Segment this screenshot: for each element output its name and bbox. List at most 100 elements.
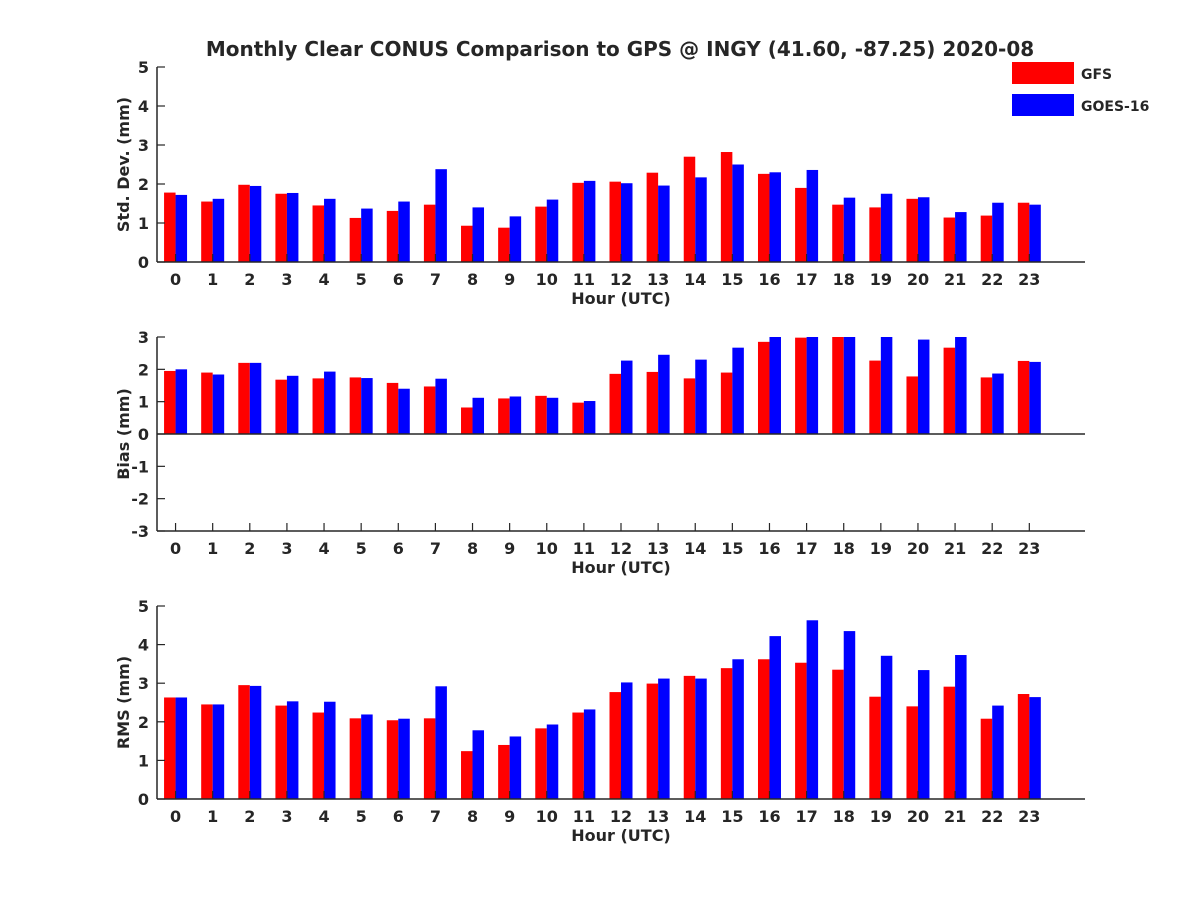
x-tick-label: 17 — [795, 539, 817, 558]
y-tick-label: -1 — [131, 457, 149, 476]
bar-bias-goes16-2 — [249, 362, 262, 434]
bar-bias-goes16-20 — [917, 339, 930, 434]
bar-rms-goes16-7 — [435, 686, 447, 799]
bar-stddev-gfs-13 — [646, 172, 659, 262]
bar-rms-gfs-21 — [943, 686, 956, 799]
bar-stddev-gfs-15 — [720, 152, 733, 262]
bar-rms-gfs-14 — [683, 675, 696, 799]
bar-bias-gfs-18 — [832, 337, 844, 434]
y-tick-label: 2 — [138, 713, 149, 732]
x-tick-label: 19 — [870, 270, 892, 289]
x-tick-label: 16 — [758, 270, 780, 289]
bar-bias-goes16-17 — [806, 337, 819, 434]
bar-bias-gfs-17 — [795, 337, 807, 434]
x-tick-label: 23 — [1018, 270, 1040, 289]
bar-rms-goes16-6 — [398, 718, 410, 799]
x-tick-label: 16 — [758, 539, 780, 558]
bar-bias-goes16-15 — [732, 347, 744, 434]
bar-stddev-gfs-23 — [1017, 202, 1030, 262]
x-tick-label: 7 — [430, 807, 441, 826]
bar-bias-goes16-8 — [472, 397, 485, 434]
y-tick-label: -2 — [131, 490, 149, 509]
bar-stddev-gfs-18 — [832, 204, 844, 262]
bar-bias-goes16-18 — [843, 337, 856, 434]
bar-stddev-gfs-2 — [238, 184, 250, 262]
bar-bias-gfs-16 — [757, 341, 770, 434]
bar-stddev-goes16-0 — [175, 194, 188, 262]
x-tick-label: 21 — [944, 539, 966, 558]
bar-rms-gfs-16 — [757, 659, 770, 799]
bar-stddev-gfs-9 — [498, 227, 510, 262]
bar-stddev-goes16-16 — [769, 172, 781, 262]
bar-rms-gfs-12 — [609, 692, 621, 799]
bar-rms-gfs-11 — [572, 712, 584, 799]
x-tick-label: 20 — [907, 539, 929, 558]
bar-stddev-gfs-5 — [349, 217, 362, 262]
bar-bias-goes16-5 — [361, 378, 373, 434]
bar-rms-gfs-20 — [906, 706, 918, 799]
bar-rms-gfs-15 — [720, 668, 733, 799]
x-tick-label: 0 — [170, 270, 181, 289]
x-tick-label: 13 — [647, 270, 669, 289]
legend-label-goes16: GOES-16 — [1081, 99, 1149, 115]
x-tick-label: 3 — [281, 807, 292, 826]
bar-stddev-goes16-6 — [398, 201, 410, 262]
x-tick-label: 15 — [721, 807, 743, 826]
bar-bias-goes16-22 — [992, 373, 1004, 434]
x-tick-label: 9 — [504, 270, 515, 289]
bar-bias-goes16-9 — [509, 396, 522, 434]
x-tick-label: 11 — [573, 807, 595, 826]
bar-rms-goes16-17 — [806, 620, 819, 799]
x-tick-label: 11 — [573, 539, 595, 558]
bar-rms-goes16-2 — [249, 685, 262, 799]
x-tick-label: 21 — [944, 270, 966, 289]
bar-stddev-goes16-15 — [732, 164, 744, 262]
bar-bias-gfs-13 — [646, 371, 659, 434]
bar-bias-gfs-8 — [461, 407, 473, 434]
x-tick-label: 11 — [573, 270, 595, 289]
bar-rms-goes16-3 — [286, 701, 299, 799]
bar-rms-goes16-20 — [917, 670, 930, 799]
bar-bias-gfs-1 — [201, 372, 213, 434]
bar-stddev-goes16-8 — [472, 207, 485, 262]
x-tick-label: 2 — [244, 807, 255, 826]
y-tick-label: 1 — [138, 393, 149, 412]
bar-rms-goes16-1 — [212, 704, 225, 799]
bar-bias-gfs-22 — [980, 377, 993, 434]
bar-rms-gfs-13 — [646, 683, 659, 799]
x-tick-label: 23 — [1018, 807, 1040, 826]
x-axis-label: Hour (UTC) — [571, 558, 671, 577]
x-tick-label: 9 — [504, 539, 515, 558]
chart-title: Monthly Clear CONUS Comparison to GPS @ … — [206, 37, 1034, 61]
bar-rms-gfs-8 — [461, 751, 473, 799]
bar-bias-goes16-7 — [435, 378, 447, 434]
x-tick-label: 1 — [207, 539, 218, 558]
bar-bias-gfs-9 — [498, 398, 510, 434]
x-tick-label: 21 — [944, 807, 966, 826]
legend-swatch-goes16 — [1012, 94, 1074, 116]
x-tick-label: 20 — [907, 270, 929, 289]
x-tick-label: 8 — [467, 270, 478, 289]
x-tick-label: 4 — [318, 539, 329, 558]
x-tick-label: 8 — [467, 807, 478, 826]
bar-bias-gfs-11 — [572, 402, 584, 434]
x-tick-label: 22 — [981, 270, 1003, 289]
bar-stddev-goes16-10 — [546, 199, 559, 262]
bar-bias-goes16-23 — [1029, 361, 1041, 434]
bar-stddev-gfs-4 — [312, 205, 325, 262]
bar-stddev-gfs-20 — [906, 198, 918, 262]
x-tick-label: 10 — [536, 539, 558, 558]
bar-stddev-gfs-8 — [461, 225, 473, 262]
bar-rms-goes16-18 — [843, 631, 856, 799]
bar-rms-gfs-6 — [386, 720, 399, 799]
x-tick-label: 14 — [684, 807, 706, 826]
bar-stddev-gfs-17 — [795, 187, 807, 262]
bar-rms-gfs-2 — [238, 685, 250, 799]
bar-bias-goes16-13 — [658, 354, 670, 434]
y-tick-label: 3 — [138, 674, 149, 693]
y-axis-label: Bias (mm) — [114, 388, 133, 480]
x-tick-label: 18 — [833, 539, 855, 558]
y-tick-label: 3 — [138, 136, 149, 155]
bar-rms-gfs-10 — [535, 728, 547, 799]
y-tick-label: 5 — [138, 58, 149, 77]
